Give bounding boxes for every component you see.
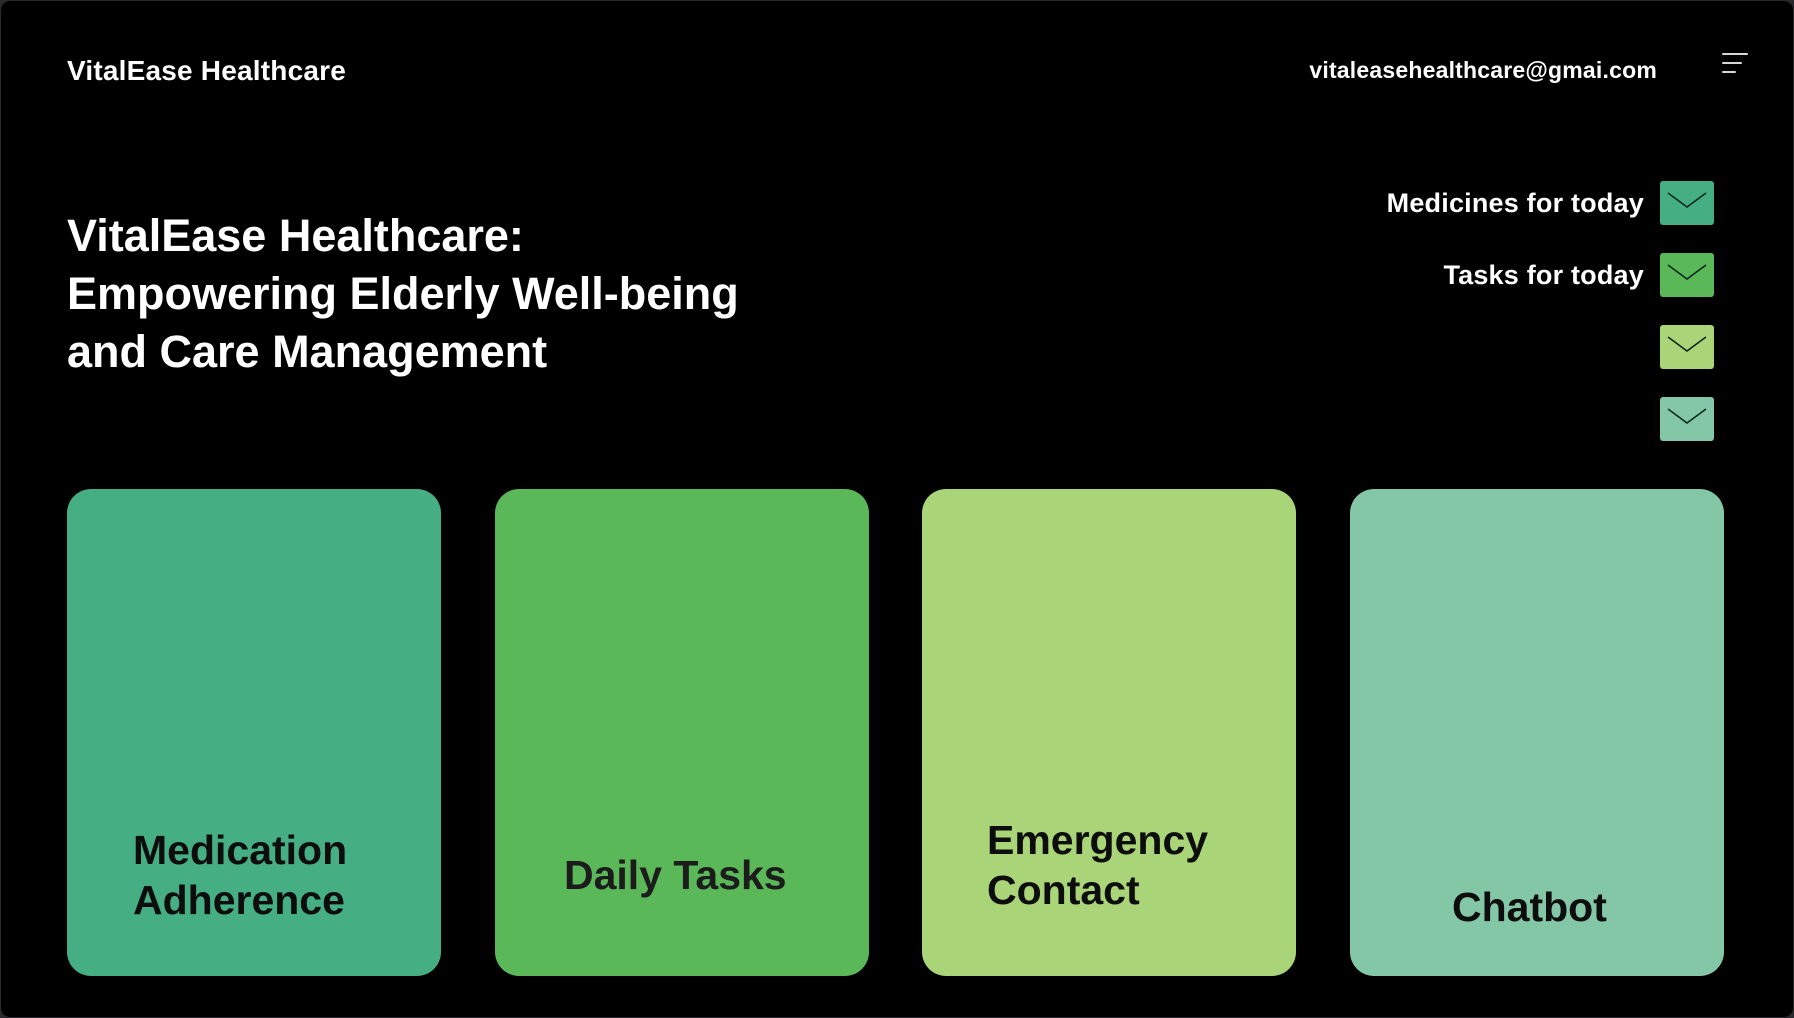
hero-title-line: and Care Management [67, 326, 548, 377]
envelope-icon[interactable] [1660, 253, 1714, 297]
card-medication-adherence[interactable]: Medication Adherence [67, 489, 441, 976]
brand-name[interactable]: VitalEase Healthcare [67, 55, 346, 86]
card-title-line: Emergency [987, 817, 1209, 863]
notification-3[interactable] [1154, 325, 1714, 369]
notification-tasks[interactable]: Tasks for today [1154, 253, 1714, 297]
card-emergency-contact[interactable]: Emergency Contact [922, 489, 1296, 976]
card-title: Emergency Contact [987, 815, 1208, 915]
envelope-icon[interactable] [1660, 397, 1714, 441]
notification-label: Tasks for today [1443, 259, 1644, 290]
card-title: Daily Tasks [564, 850, 787, 900]
notification-list: Medicines for today Tasks for today [1154, 181, 1714, 469]
hero-title-line: Empowering Elderly Well-being [67, 268, 739, 319]
menu-lines-icon[interactable] [1718, 49, 1752, 81]
notification-4[interactable] [1154, 397, 1714, 441]
notification-label: Medicines for today [1386, 187, 1644, 218]
notification-medicines[interactable]: Medicines for today [1154, 181, 1714, 225]
card-title-line: Chatbot [1452, 884, 1607, 930]
card-title: Medication Adherence [133, 825, 347, 925]
card-title-line: Medication [133, 827, 348, 873]
envelope-icon[interactable] [1660, 181, 1714, 225]
hero-title: VitalEase Healthcare: Empowering Elderly… [67, 207, 867, 381]
card-title-line: Contact [987, 867, 1140, 913]
card-title: Chatbot [1452, 882, 1607, 932]
card-chatbot[interactable]: Chatbot [1350, 489, 1724, 976]
card-title-line: Adherence [133, 877, 345, 923]
hero-title-line: VitalEase Healthcare: [67, 210, 524, 261]
card-daily-tasks[interactable]: Daily Tasks [495, 489, 869, 976]
contact-email[interactable]: vitaleasehealthcare@gmai.com [1309, 57, 1657, 83]
envelope-icon[interactable] [1660, 325, 1714, 369]
card-title-line: Daily Tasks [564, 852, 787, 898]
